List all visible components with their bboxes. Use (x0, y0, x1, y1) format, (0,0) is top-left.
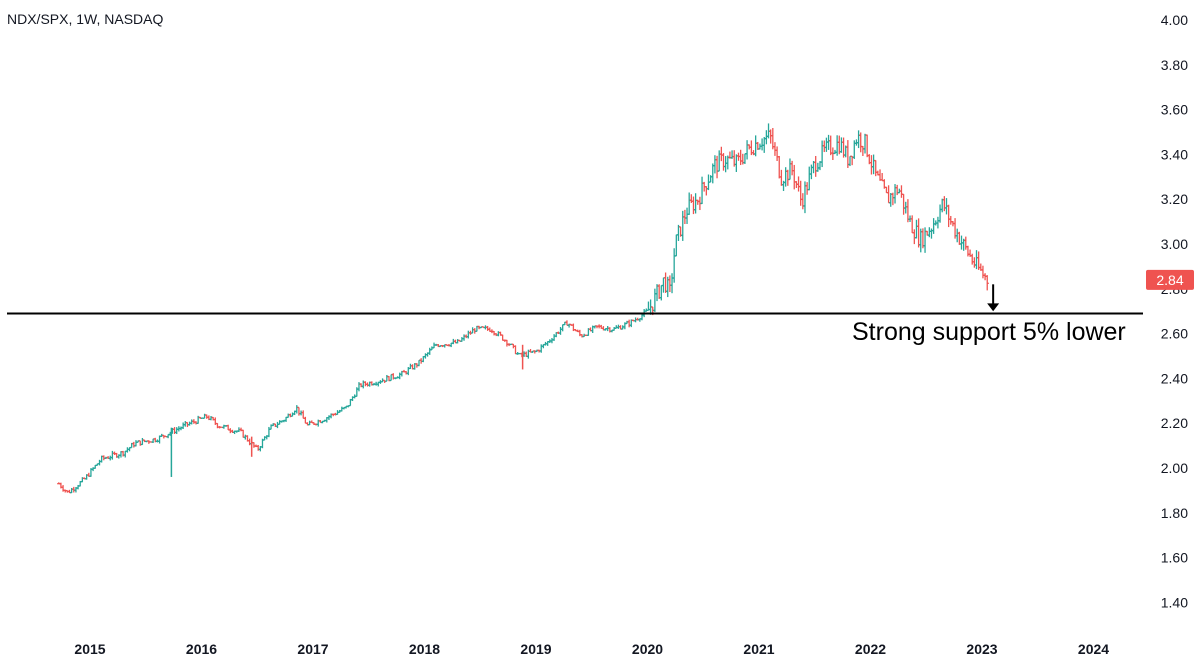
y-tick-label: 1.80 (1161, 505, 1188, 521)
last-price-label: 2.84 (1156, 272, 1183, 288)
y-tick-label: 1.40 (1161, 594, 1188, 610)
y-tick-label: 2.00 (1161, 460, 1188, 476)
x-tick-label: 2021 (743, 641, 774, 657)
x-tick-label: 2018 (409, 641, 440, 657)
x-tick-label: 2023 (966, 641, 997, 657)
x-tick-label: 2019 (520, 641, 551, 657)
y-tick-label: 2.40 (1161, 370, 1188, 386)
x-tick-label: 2015 (74, 641, 105, 657)
x-tick-label: 2017 (297, 641, 328, 657)
last-price-badge: 2.84 (1146, 270, 1194, 290)
y-tick-label: 3.80 (1161, 57, 1188, 73)
y-tick-label: 3.20 (1161, 191, 1188, 207)
y-tick-label: 1.60 (1161, 550, 1188, 566)
y-tick-label: 2.20 (1161, 415, 1188, 431)
y-tick-label: 3.00 (1161, 236, 1188, 252)
y-tick-label: 3.40 (1161, 146, 1188, 162)
x-tick-label: 2024 (1078, 641, 1109, 657)
chart-title: NDX/SPX, 1W, NASDAQ (7, 11, 163, 27)
y-tick-label: 4.00 (1161, 12, 1188, 28)
x-tick-label: 2016 (186, 641, 217, 657)
x-tick-label: 2022 (855, 641, 886, 657)
support-annotation: Strong support 5% lower (852, 318, 1126, 346)
x-tick-label: 2020 (632, 641, 663, 657)
y-tick-label: 3.60 (1161, 102, 1188, 118)
y-tick-label: 2.60 (1161, 326, 1188, 342)
